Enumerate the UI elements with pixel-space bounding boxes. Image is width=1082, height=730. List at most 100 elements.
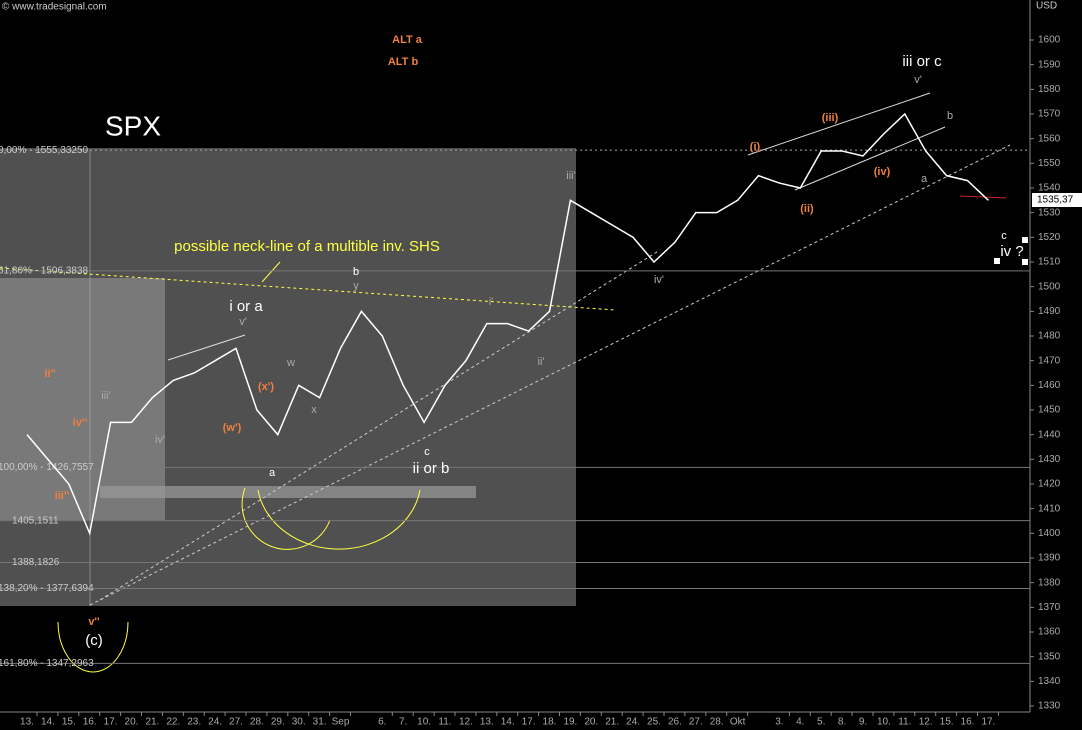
wave-label: (w') [223,422,242,434]
x-tick-label: 11. [438,717,451,728]
x-tick-label: 4. [796,717,804,728]
y-tick-label: 1590 [1038,59,1061,70]
x-tick-label: 15. [940,717,954,728]
y-tick-label: 1560 [1038,133,1061,144]
x-tick-label: 18. [543,717,557,728]
x-tick-label: 17. [981,717,995,728]
x-tick-label: 12. [919,717,933,728]
x-tick-label: 14. [501,717,515,728]
level-label: 1388,1826 [12,557,60,568]
x-tick-label: 19. [563,717,577,728]
wave-label: ii'' [44,368,56,380]
x-tick-label: 26. [668,717,682,728]
y-tick-label: 1490 [1038,306,1061,317]
wave-label: x [311,404,317,416]
x-tick-label: 9. [859,717,867,728]
x-tick-label: 21. [145,717,159,728]
wave-label: v' [914,74,922,86]
x-tick-label: 14. [41,717,55,728]
wave-label: ii or b [413,460,450,477]
x-tick-label: 17. [104,717,118,728]
strip [100,486,476,498]
x-tick-label: 28. [250,717,264,728]
x-tick-label: 5. [817,717,825,728]
x-tick-label: 11. [898,717,911,728]
x-tick-label: 3. [775,717,783,728]
y-tick-label: 1530 [1038,207,1061,218]
x-tick-label: 28. [710,717,724,728]
y-tick-label: 1450 [1038,405,1061,416]
wave-label: i' [489,296,494,308]
x-tick-label: 22. [166,717,180,728]
y-tick-label: 1340 [1038,676,1061,687]
level-label: 61,80% - 1506,3838 [0,266,89,277]
wave-label: iv ? [1000,243,1023,260]
x-tick-label: 10. [417,717,431,728]
x-tick-label: 8. [838,717,846,728]
x-tick-label: 16. [83,717,97,728]
marker [994,258,1000,264]
wave-label: c [1001,230,1007,242]
y-tick-label: 1470 [1038,355,1061,366]
y-tick-label: 1480 [1038,331,1061,342]
y-tick-label: 1510 [1038,257,1061,268]
wave-label: iv'' [73,417,88,429]
x-tick-label: 10. [877,717,891,728]
chart-title: SPX [105,110,161,141]
y-tick-label: 1370 [1038,602,1061,613]
y-tick-label: 1380 [1038,577,1061,588]
price-box [1032,193,1082,207]
y-tick-label: 1520 [1038,232,1061,243]
x-tick-label: 20. [125,717,139,728]
neck-arrow [261,261,281,283]
x-tick-label: 24. [208,717,222,728]
channel-line [794,126,946,191]
y-tick-label: 1350 [1038,651,1061,662]
y-tick-label: 1500 [1038,281,1061,292]
x-tick-label: 27. [229,717,243,728]
wave-label: ii' [538,356,545,368]
neck-line [0,267,616,311]
x-tick-label: 27. [689,717,703,728]
y-tick-label: 1390 [1038,553,1061,564]
currency: USD [1036,1,1057,12]
x-tick-label: 13. [20,717,34,728]
red-line [959,195,1007,199]
wave-label: y [353,280,359,292]
x-tick-label: 25. [647,717,661,728]
x-tick-label: 17. [522,717,536,728]
x-tick-label: 24. [626,717,640,728]
source: © www.tradesignal.com [2,2,107,13]
wave-label: (x') [258,381,274,393]
level-label: 0,00% - 1555,33250 [0,145,89,156]
level-label: 138,20% - 1377,6394 [0,583,94,594]
x-tick-label: 7. [399,717,407,728]
y-tick-label: 1460 [1038,380,1061,391]
y-tick-label: 1540 [1038,183,1061,194]
y-tick-label: 1430 [1038,454,1061,465]
x-tick-label: 29. [271,717,285,728]
wave-label: ALT a [392,34,423,46]
inner-box [0,278,165,520]
wave-label: a [921,173,928,185]
wave-label: ALT b [388,56,419,68]
trend-line [99,249,661,601]
x-tick-label: 13. [480,717,494,728]
x-tick-label: Okt [730,717,746,728]
wave-label: iii or c [902,53,942,70]
wave-label: iv' [155,434,165,446]
wave-label: (iii) [822,112,839,124]
wave-label: (ii) [800,203,814,215]
wave-label: c [424,446,430,458]
x-tick-label: Sep [332,717,350,728]
y-tick-label: 1570 [1038,109,1061,120]
x-tick-label: 15. [62,717,76,728]
level-label: 100,00% - 1426,7557 [0,462,94,473]
y-tick-label: 1550 [1038,158,1061,169]
channel-line [747,92,931,156]
level-label: 1405,1511 [12,515,59,526]
wave-label: (c) [85,632,103,649]
x-tick-label: 20. [584,717,598,728]
y-tick-label: 1420 [1038,479,1061,490]
